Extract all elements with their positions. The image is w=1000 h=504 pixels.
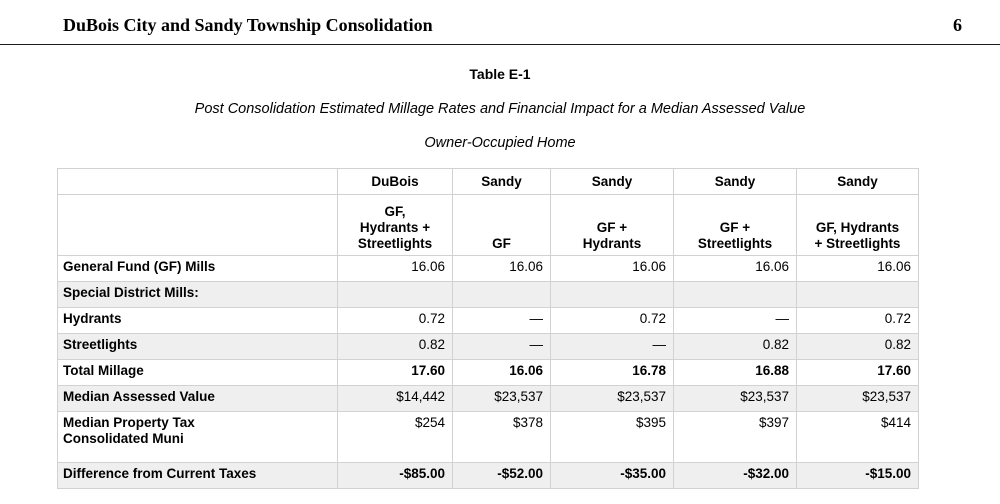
table-title: Table E-1 [469,66,531,82]
row-label: Streetlights [57,333,338,360]
table-row: Total Millage 17.60 16.06 16.78 16.88 17… [57,359,919,386]
col-header-scenario: GF + Streetlights [673,194,797,256]
page-number: 6 [953,15,962,35]
value-cell: 16.06 [337,255,453,282]
table-row: GF, Hydrants + Streetlights GF GF + Hydr… [57,194,919,256]
table-subtitle-2: Owner-Occupied Home [424,135,576,151]
value-cell: 16.78 [550,359,674,386]
row-label: Median Assessed Value [57,385,338,412]
value-cell [550,281,674,308]
value-cell: 16.88 [673,359,797,386]
document-title: DuBois City and Sandy Township Consolida… [63,15,433,35]
value-cell: 0.72 [796,307,919,334]
value-cell: 17.60 [337,359,453,386]
row-label: Hydrants [57,307,338,334]
value-cell: $23,537 [796,385,919,412]
corner-cell [57,168,338,195]
value-cell: -$52.00 [452,462,551,489]
value-cell: 16.06 [796,255,919,282]
millage-table: DuBois Sandy Sandy Sandy Sandy GF, Hydra… [57,168,919,489]
value-cell: -$15.00 [796,462,919,489]
value-cell [452,281,551,308]
row-label: Special District Mills: [57,281,338,308]
row-label: Median Property Tax Consolidated Muni [57,411,338,463]
table-row: Difference from Current Taxes -$85.00 -$… [57,462,919,489]
corner-cell [57,194,338,256]
table-row: Special District Mills: [57,281,919,308]
table-row: Median Assessed Value $14,442 $23,537 $2… [57,385,919,412]
value-cell: $414 [796,411,919,463]
col-header-scenario: GF, Hydrants + Streetlights [796,194,919,256]
value-cell: 16.06 [452,359,551,386]
value-cell: -$35.00 [550,462,674,489]
col-header-muni: DuBois [337,168,453,195]
value-cell [337,281,453,308]
col-header-scenario: GF [452,194,551,256]
col-header-scenario: GF + Hydrants [550,194,674,256]
col-header-scenario: GF, Hydrants + Streetlights [337,194,453,256]
value-cell: $14,442 [337,385,453,412]
value-cell: 0.72 [337,307,453,334]
value-cell: — [673,307,797,334]
page-header: DuBois City and Sandy Township Consolida… [0,0,1000,45]
value-cell: — [452,307,551,334]
table-subtitle: Post Consolidation Estimated Millage Rat… [194,101,806,117]
value-cell: 16.06 [673,255,797,282]
table-row: Hydrants 0.72 — 0.72 — 0.72 [57,307,919,334]
row-label: General Fund (GF) Mills [57,255,338,282]
value-cell [673,281,797,308]
value-cell: -$85.00 [337,462,453,489]
table-row: DuBois Sandy Sandy Sandy Sandy [57,168,919,195]
value-cell: 0.72 [550,307,674,334]
value-cell: $254 [337,411,453,463]
value-cell: 16.06 [550,255,674,282]
value-cell: $23,537 [550,385,674,412]
value-cell: 0.82 [337,333,453,360]
table-row: General Fund (GF) Mills 16.06 16.06 16.0… [57,255,919,282]
value-cell: — [452,333,551,360]
col-header-muni: Sandy [796,168,919,195]
col-header-muni: Sandy [673,168,797,195]
value-cell: 17.60 [796,359,919,386]
value-cell: $378 [452,411,551,463]
value-cell: 0.82 [673,333,797,360]
value-cell: $397 [673,411,797,463]
value-cell: 16.06 [452,255,551,282]
table-row: Streetlights 0.82 — — 0.82 0.82 [57,333,919,360]
row-label: Difference from Current Taxes [57,462,338,489]
col-header-muni: Sandy [550,168,674,195]
value-cell: 0.82 [796,333,919,360]
table-row: Median Property Tax Consolidated Muni $2… [57,411,919,463]
value-cell [796,281,919,308]
value-cell: $23,537 [452,385,551,412]
row-label: Total Millage [57,359,338,386]
value-cell: — [550,333,674,360]
value-cell: $395 [550,411,674,463]
col-header-muni: Sandy [452,168,551,195]
value-cell: -$32.00 [673,462,797,489]
value-cell: $23,537 [673,385,797,412]
